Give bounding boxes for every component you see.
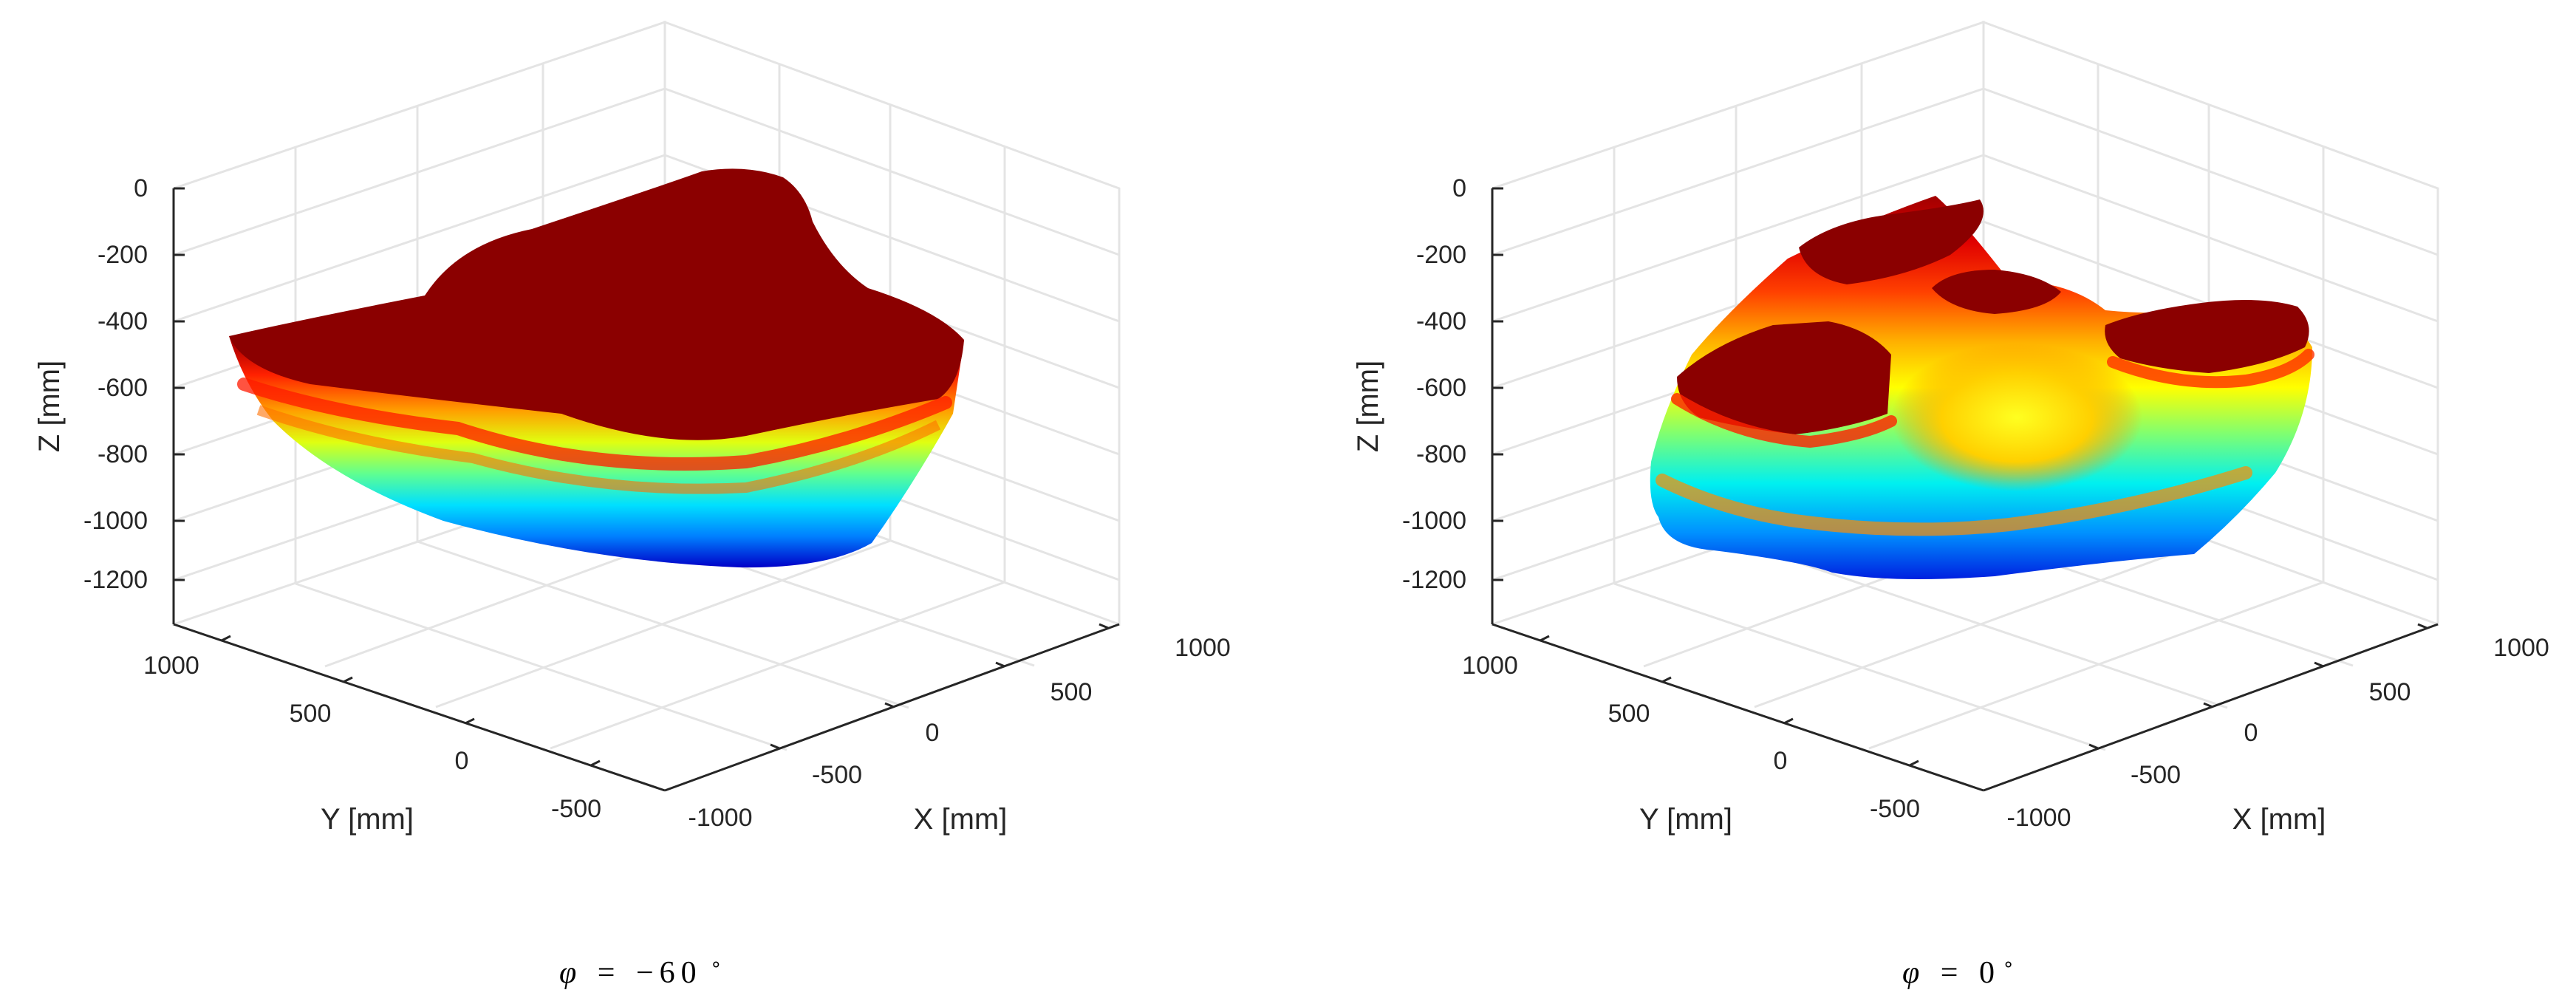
y-tick-labels: 1000 500 0 -500	[1462, 652, 1920, 823]
x-tick: -500	[2131, 761, 2181, 789]
x-tick: 500	[1050, 678, 1093, 706]
x-tick: 500	[2369, 678, 2411, 706]
caption-value: −60	[636, 956, 703, 990]
tick-marks	[174, 187, 1109, 767]
x-axis-label: X [mm]	[914, 803, 1008, 836]
plot-phi-minus-60: 0 -200 -400 -600 -800 -1000 -1200 1000 5…	[33, 20, 1231, 990]
caption-equals: =	[598, 956, 615, 990]
plot-phi-0: 0 -200 -400 -600 -800 -1000 -1200 1000 5…	[1352, 20, 2549, 990]
x-tick: -500	[812, 761, 862, 789]
caption-right: φ = 0 ∘	[1902, 954, 2015, 990]
point-cloud-top	[229, 168, 964, 440]
z-tick: -600	[98, 374, 148, 402]
y-tick: 1000	[143, 652, 199, 680]
y-tick: 0	[455, 747, 469, 775]
y-tick: 500	[290, 700, 332, 728]
z-tick: -800	[1416, 440, 1466, 468]
point-cloud	[229, 168, 964, 568]
caption-left: φ = −60 ∘	[559, 954, 722, 990]
x-tick-labels: -1000 -500 0 500 1000	[2007, 634, 2549, 832]
caption-value: 0	[1979, 956, 1995, 990]
z-axis-label: Z [mm]	[1352, 361, 1384, 452]
z-tick: 0	[134, 174, 148, 202]
y-axis-label: Y [mm]	[321, 803, 414, 836]
y-tick-labels: 1000 500 0 -500	[143, 652, 601, 823]
x-tick: -1000	[689, 804, 753, 832]
peak-right-block	[2105, 300, 2309, 373]
z-tick: -400	[1416, 307, 1466, 335]
y-tick: 1000	[1462, 652, 1518, 680]
tick-marks	[1492, 187, 2428, 767]
y-axis-label: Y [mm]	[1639, 803, 1732, 836]
z-tick: -600	[1416, 374, 1466, 402]
caption-symbol: φ	[559, 956, 576, 990]
ridge-orange	[1656, 466, 2252, 536]
peak-left-block	[1677, 321, 1891, 434]
peak-left-block-edge	[1671, 393, 1897, 448]
peak-center-top	[1799, 199, 1984, 284]
z-tick: -1000	[83, 507, 148, 535]
y-tick: -500	[551, 795, 601, 823]
z-tick: -400	[98, 307, 148, 335]
y-tick: -500	[1870, 795, 1920, 823]
z-tick: -1200	[1402, 566, 1466, 594]
point-cloud-edge	[237, 378, 952, 471]
caption-unit: ∘	[2002, 954, 2014, 975]
point-cloud	[1650, 196, 2314, 579]
y-tick: 0	[1774, 747, 1788, 775]
svg-text:φ = 0: φ = 0 ∘	[1902, 954, 2015, 990]
z-tick-labels: 0 -200 -400 -600 -800 -1000 -1200	[1402, 174, 1466, 594]
z-tick: -1000	[1402, 507, 1466, 535]
x-tick-labels: -1000 -500 0 500 1000	[689, 634, 1231, 832]
caption-symbol: φ	[1902, 956, 1919, 990]
svg-text:φ = −60: φ = −60 ∘	[559, 954, 722, 990]
z-axis-label: Z [mm]	[33, 361, 66, 452]
caption-unit: ∘	[710, 954, 722, 975]
x-tick: 0	[2244, 719, 2258, 747]
x-tick: 0	[926, 719, 940, 747]
z-tick: -1200	[83, 566, 148, 594]
z-tick: -200	[98, 241, 148, 269]
z-tick: -800	[98, 440, 148, 468]
x-tick: 1000	[1175, 634, 1231, 662]
peak-center-mid	[1932, 270, 2061, 314]
peak-right-block-edge	[2107, 349, 2314, 389]
x-tick: 1000	[2493, 634, 2549, 662]
caption-equals: =	[1941, 956, 1958, 990]
y-tick: 500	[1608, 700, 1650, 728]
point-cloud-edge-2	[256, 405, 941, 494]
x-axis-label: X [mm]	[2232, 803, 2326, 836]
x-tick: -1000	[2007, 804, 2071, 832]
z-tick: -200	[1416, 241, 1466, 269]
yellow-region	[1891, 344, 2142, 491]
z-tick: 0	[1452, 174, 1466, 202]
z-tick-labels: 0 -200 -400 -600 -800 -1000 -1200	[83, 174, 148, 594]
